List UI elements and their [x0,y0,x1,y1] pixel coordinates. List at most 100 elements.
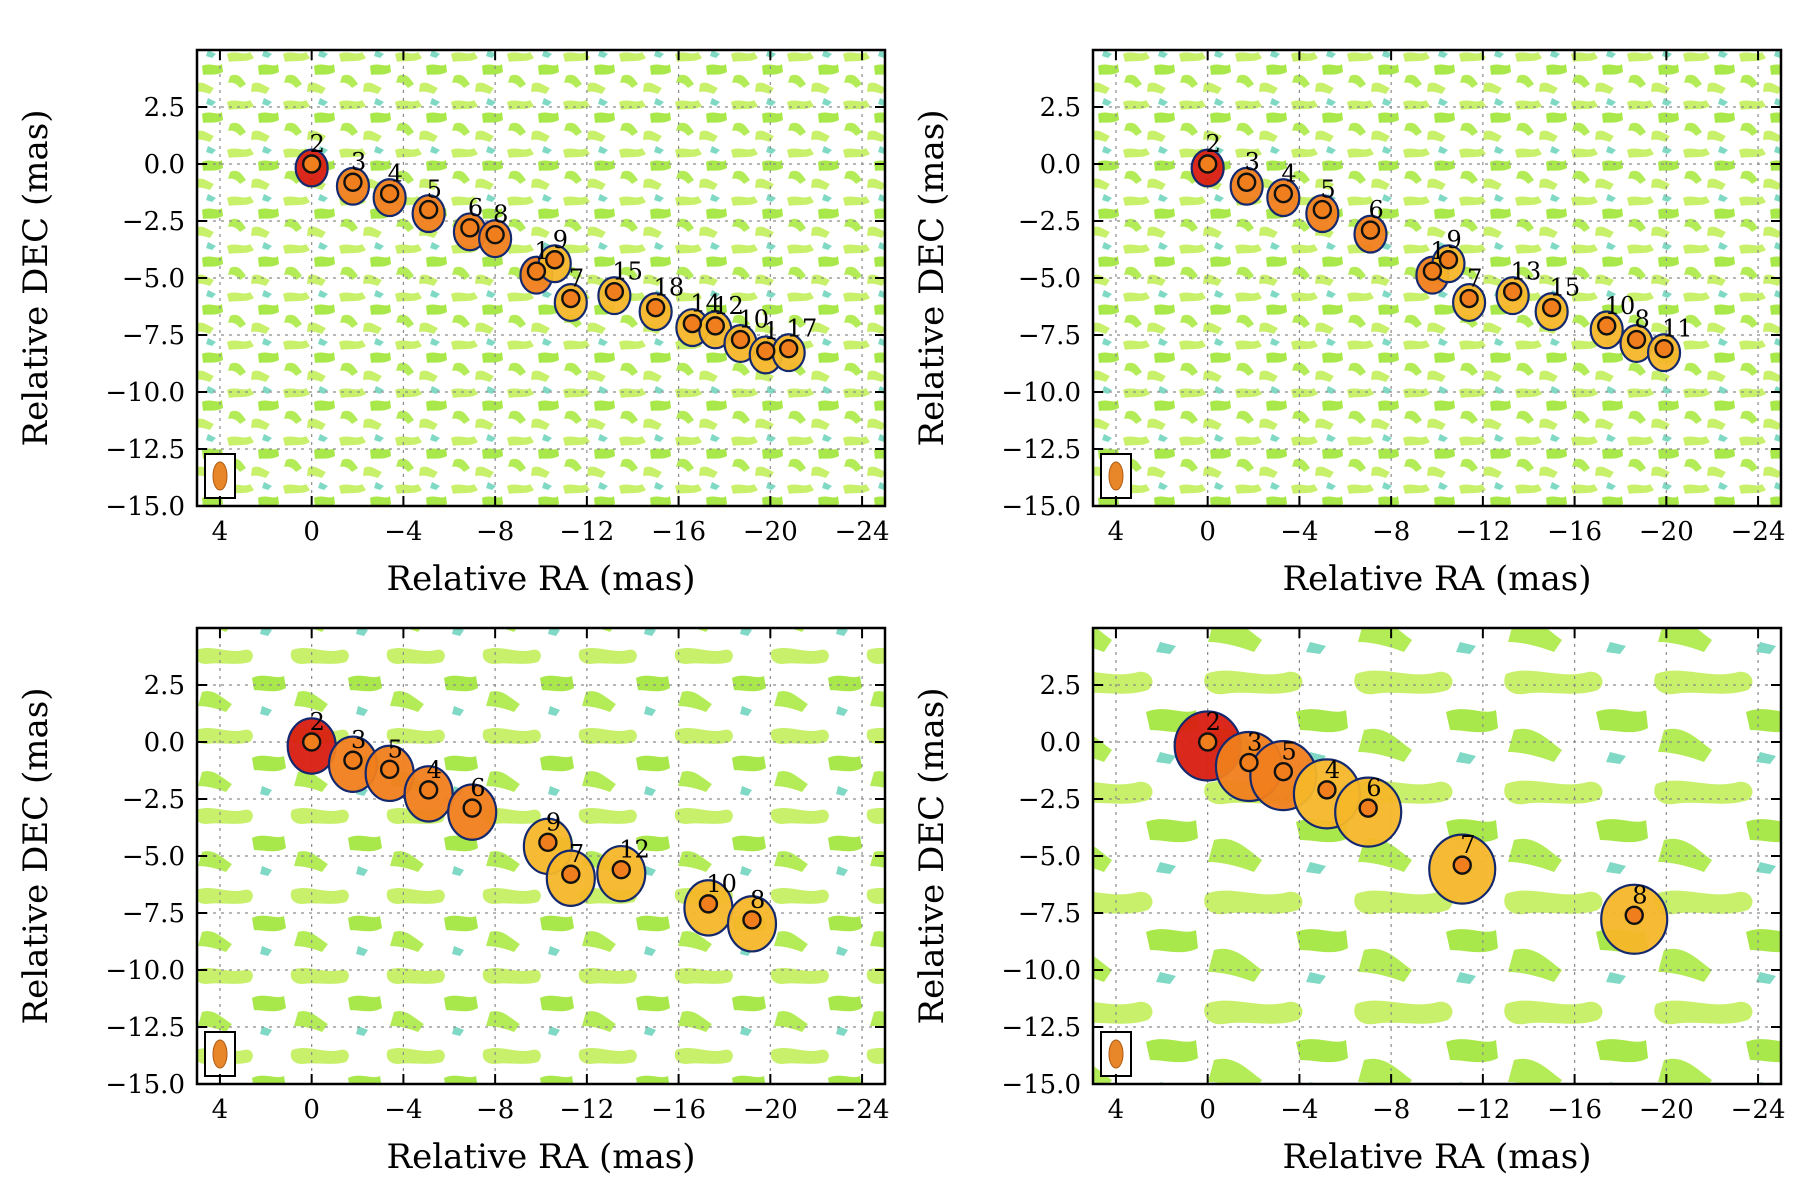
y-tick-label: −15.0 [1001,1070,1081,1100]
component-label: 2 [1206,708,1221,736]
component-marker [1459,288,1479,309]
y-tick-label: −5.0 [122,842,185,872]
x-tick-label: −4 [384,1095,422,1125]
x-tick-label: −12 [1455,1095,1510,1125]
y-tick-label: 2.5 [1040,671,1081,701]
component-label: 3 [351,148,366,176]
component-label: 5 [1281,738,1296,766]
component-markers: 23 546 97 12 10 8 [301,708,765,930]
component-label: 2 [310,130,325,158]
component-marker [343,172,363,192]
component-label: 6 [470,774,485,802]
component-marker [1317,780,1337,800]
component-label: 9 [546,808,561,836]
component-marker [1502,281,1523,302]
component-label: 4 [1281,160,1296,188]
y-tick-label: 2.5 [1040,93,1081,123]
y-tick-label: 2.5 [144,671,185,701]
y-tick-label: 2.5 [144,93,185,123]
component-label: 1 [764,317,779,345]
x-tick-label: −24 [835,1095,890,1125]
component-marker [1197,732,1218,752]
component-label: 17 [787,315,818,343]
y-tick-label: −7.5 [122,899,185,929]
x-tick-label: −8 [476,1095,514,1125]
y-tick-label: −12.5 [105,1013,185,1043]
component-label: 3 [351,726,366,754]
beam-indicator [204,453,236,499]
x-tick-label: −24 [1731,1095,1786,1125]
component-label: 4 [388,160,403,188]
y-tick-label: −12.5 [1001,435,1081,465]
y-axis-label: Relative DEC (mas) [16,110,56,447]
y-axis-label: Relative DEC (mas) [912,110,952,447]
y-tick-label: −10.0 [1001,378,1081,408]
component-marker [561,288,581,309]
component-marker [730,329,751,350]
beam-indicator [1100,453,1132,499]
component-marker [742,910,762,930]
x-tick-label: −8 [476,517,514,547]
x-axis: 4 0 −4 −8 −12 −16 −20 −24 Relative RA (mas) [1108,50,1786,599]
x-tick-label: 0 [1199,1095,1216,1125]
x-tick-label: −4 [1280,517,1318,547]
x-tick-label: −16 [651,1095,706,1125]
component-label: 14 [690,290,721,318]
beam-ellipse [1108,1039,1124,1069]
component-marker [1438,250,1459,270]
x-axis-label: Relative RA (mas) [1283,1137,1592,1177]
component-marker [1236,172,1257,192]
x-tick-label: −20 [743,1095,798,1125]
component-label: 8 [493,201,508,229]
component-label: 4 [1325,756,1340,784]
y-axis: 2.5 0.0 −2.5 −5.0 −7.5 −10.0 −12.5 −15.0 Relativ… [16,93,885,522]
component-marker [462,798,482,818]
x-tick-label: −24 [835,517,890,547]
component-marker [379,759,400,780]
component-marker [545,250,565,270]
component-label: 7 [1460,831,1475,859]
x-tick-label: 4 [1108,517,1125,547]
component-label: 13 [1511,258,1542,286]
x-tick-label: −8 [1372,517,1410,547]
component-label: 6 [1366,774,1381,802]
x-tick-label: −16 [651,517,706,547]
component-marker [645,297,666,318]
component-marker [604,281,625,302]
y-tick-label: −12.5 [1001,1013,1081,1043]
x-tick-label: 4 [212,517,229,547]
component-marker [561,864,581,884]
y-axis-label: Relative DEC (mas) [16,688,56,1025]
component-label: 7 [1467,265,1482,293]
component-label: 8 [750,886,765,914]
component-marker [1312,199,1333,220]
y-axis: 2.5 0.0 −2.5 −5.0 −7.5 −10.0 −12.5 −15.0 Relativ… [912,671,1781,1100]
component-marker [778,338,799,359]
x-axis: 4 0 −4 −8 −12 −16 −20 −24 Relative RA (mas) [212,628,890,1177]
y-tick-label: −7.5 [1018,321,1081,351]
x-tick-label: −8 [1372,1095,1410,1125]
component-label: 5 [427,176,442,204]
component-label: 15 [1550,274,1581,302]
component-label: 11 [1662,315,1693,343]
component-marker [1541,297,1562,318]
component-label: 6 [1368,196,1383,224]
component-marker [418,199,439,220]
y-axis-label: Relative DEC (mas) [912,688,952,1025]
x-axis: 4 0 −4 −8 −12 −16 −20 −24 Relative RA (mas) [212,50,890,599]
y-tick-label: −15.0 [105,1070,185,1100]
x-tick-label: −24 [1731,517,1786,547]
x-axis: 4 0 −4 −8 −12 −16 −20 −24 Relative RA (mas) [1108,628,1786,1177]
y-tick-label: −15.0 [105,492,185,522]
x-tick-label: −4 [1280,1095,1318,1125]
component-label: 8 [1632,881,1647,909]
component-marker [1597,316,1617,336]
component-label: 10 [1605,292,1636,320]
y-tick-label: −12.5 [105,435,185,465]
component-marker [1626,329,1647,350]
component-marker [379,183,400,204]
